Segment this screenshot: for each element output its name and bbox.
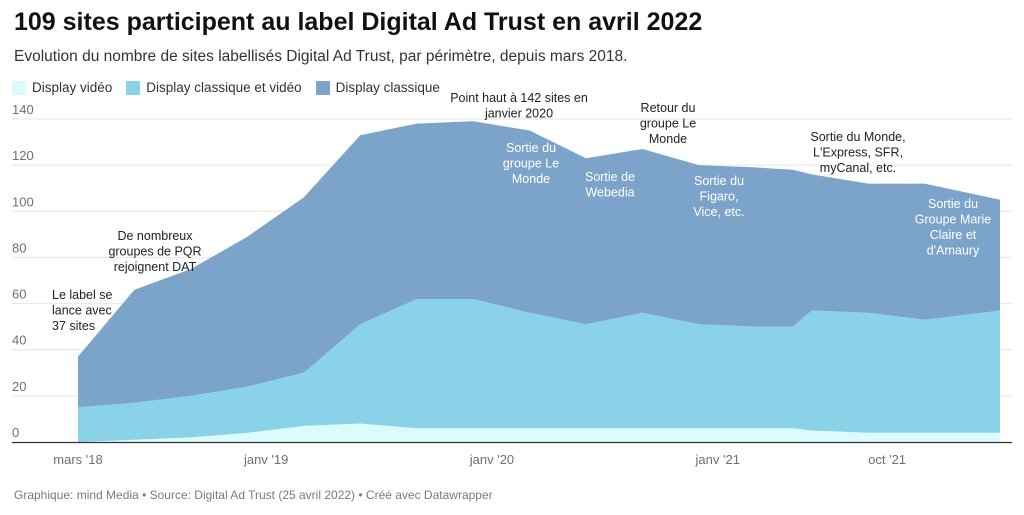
y-tick-label: 100 [12,194,34,209]
chart-footer: Graphique: mind Media • Source: Digital … [14,488,493,502]
annotation-9: Sortie du Groupe Marie Claire et d'Amaury [915,197,991,258]
legend-swatch-display-classique [315,80,330,95]
annotation-3: Point haut à 142 sites en janvier 2020 [450,91,588,121]
legend-swatch-display-video [12,80,26,95]
y-tick-label: 0 [12,425,19,440]
chart-title: 109 sites participent au label Digital A… [14,8,703,36]
y-tick-label: 120 [12,148,34,163]
area-display-classique-video [78,299,1000,442]
legend-item-display-classique: Display classique [315,80,440,95]
annotation-7: Sortie du Figaro, Vice, etc. [693,174,744,219]
area-display-classique [78,121,1000,408]
annotation-6: Retour du groupe Le Monde [640,101,696,146]
y-tick-label: 140 [12,102,34,117]
y-tick-label: 60 [12,287,26,302]
annotation-5: Sortie de Webedia [585,170,635,200]
x-tick-label: janv '21 [695,452,740,467]
legend-item-display-classique-video: Display classique et vidéo [126,80,302,95]
annotation-4: Sortie du groupe Le Monde [503,141,559,186]
annotation-8: Sortie du Monde, L'Express, SFR, myCanal, … [810,130,905,175]
area-chart: 0 20 40 60 80 100 120 140 mars '18 janv '19 janv '… [12,91,1012,467]
chart-subtitle: Evolution du nombre de sites labellisés … [14,48,628,65]
legend-label-display-video: Display vidéo [32,80,113,95]
area-display-video [78,423,1000,442]
legend-label-display-classique-video: Display classique et vidéo [146,80,302,95]
legend-item-display-video: Display vidéo [12,80,112,95]
legend-label-display-classique: Display classique [335,80,440,95]
y-tick-label: 80 [12,240,26,255]
y-tick-label: 40 [12,333,26,348]
x-tick-label: mars '18 [53,452,102,467]
legend-swatch-display-classique-video [126,80,141,95]
x-tick-label: oct '21 [868,452,906,467]
annotation-2: De nombreux groupes de PQR rejoignent DAT [108,229,201,274]
y-tick-label: 20 [12,379,26,394]
x-tick-label: janv '20 [469,452,514,467]
legend: Display vidéo Display classique et vidéo… [12,80,454,95]
x-tick-label: janv '19 [243,452,288,467]
annotation-1: Le label se lance avec 37 sites [52,288,113,333]
